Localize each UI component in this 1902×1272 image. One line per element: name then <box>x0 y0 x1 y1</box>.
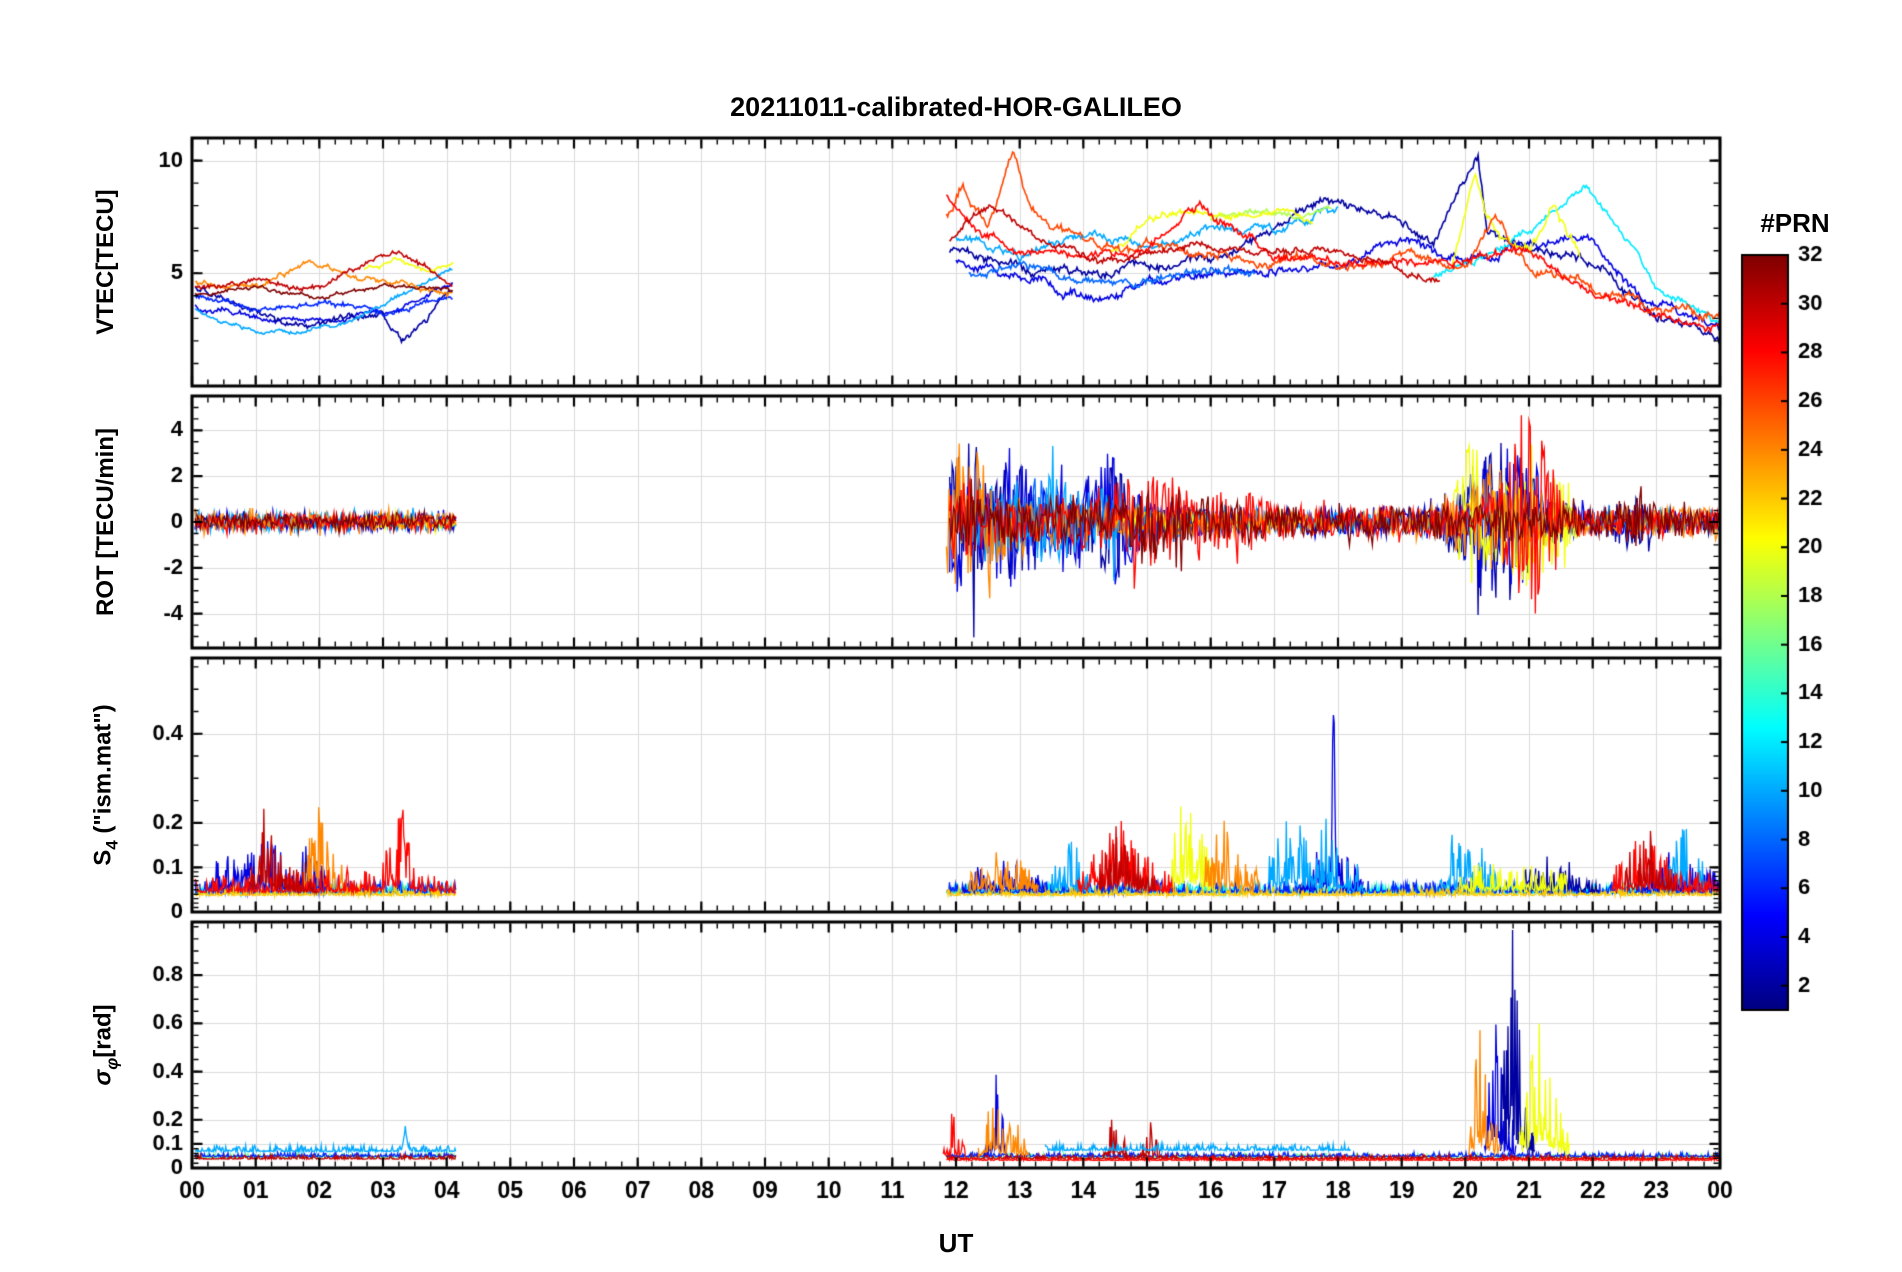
y-axis-label-s4-main: S <box>89 849 117 866</box>
y-axis-label-vtec: VTEC[TECU] <box>92 189 120 334</box>
y-axis-label-rot-text: ROT [TECU/min] <box>92 428 119 616</box>
chart-title: 20211011-calibrated-HOR-GALILEO <box>730 92 1182 122</box>
y-axis-label-sigma-phi: σφ[rad] <box>90 1004 123 1085</box>
x-axis-label: UT <box>938 1228 974 1258</box>
y-axis-label-s4: S4 ("ism.mat") <box>90 704 123 866</box>
y-axis-label-vtec-text: VTEC[TECU] <box>92 189 119 335</box>
y-axis-label-sigma-sub: φ <box>102 1057 122 1070</box>
y-axis-label-sigma-main: σ <box>89 1069 117 1086</box>
y-axis-label-sigma-rest: [rad] <box>89 1004 117 1058</box>
y-axis-label-s4-sub: 4 <box>102 840 122 850</box>
y-axis-label-s4-rest: ("ism.mat") <box>89 704 117 841</box>
colorbar-title: #PRN <box>1760 208 1830 238</box>
y-axis-label-rot: ROT [TECU/min] <box>92 428 120 616</box>
